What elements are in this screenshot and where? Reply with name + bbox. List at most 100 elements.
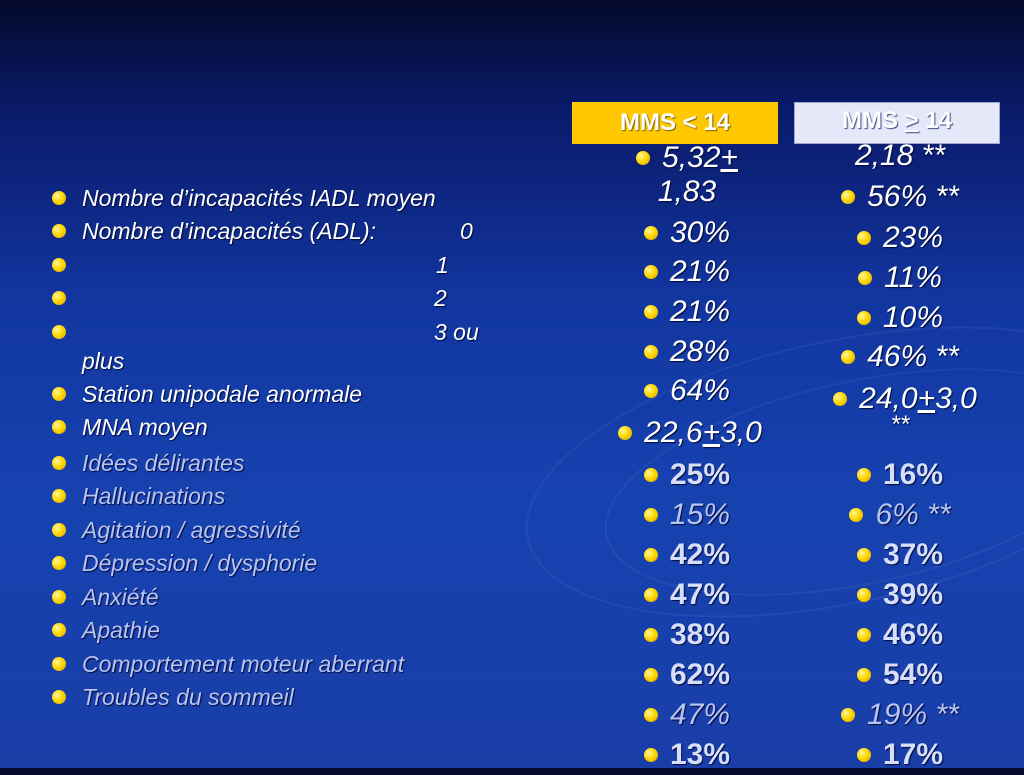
- row-label: Nombre d’incapacités IADL moyen: [82, 185, 436, 211]
- mms-high-adl3: 10%: [790, 298, 1010, 338]
- mms-high-mna-significance: **: [790, 409, 1010, 441]
- bullet-icon: [52, 489, 66, 503]
- value-text: 62%: [669, 658, 731, 691]
- bullet-icon: [52, 556, 66, 570]
- mms-high-header-pre: MMS: [841, 107, 898, 134]
- mms-high-delire: 16%: [790, 455, 1010, 495]
- bullet-icon: [52, 657, 66, 671]
- bullet-icon: [856, 628, 871, 642]
- row-sublabel: 0: [460, 218, 473, 244]
- bullet-icon: [841, 350, 856, 364]
- value-text: 46% **: [867, 340, 959, 373]
- value-text: 46%: [882, 618, 944, 651]
- bullet-icon: [52, 623, 66, 637]
- bullet-icon: [643, 668, 658, 682]
- mms-low-halluc: 15%: [572, 495, 802, 535]
- bullet-icon: [856, 468, 871, 482]
- bullet-icon: [52, 291, 66, 305]
- value-text: 56% **: [867, 180, 959, 213]
- value-text: 39%: [882, 578, 944, 611]
- bullet-icon: [52, 224, 66, 238]
- mms-low-moteur: 47%: [572, 695, 802, 735]
- row-label: Agitation / agressivité: [82, 517, 301, 543]
- value-text: 17%: [882, 738, 944, 771]
- mms-high-header-post: 14: [925, 107, 953, 134]
- plus-minus-sign: +: [720, 141, 738, 174]
- mms-high-adl2: 11%: [790, 258, 1010, 298]
- value-text: 25%: [669, 458, 731, 491]
- bullet-icon: [52, 690, 66, 704]
- mms-high-header: MMS > 14: [794, 102, 1000, 144]
- mms-low-adl2: 21%: [572, 292, 802, 332]
- bullet-icon: [643, 748, 658, 762]
- value-text: 21%: [669, 255, 731, 288]
- row-label: Troubles du sommeil: [82, 684, 294, 710]
- mms-high-apathie: 54%: [790, 655, 1010, 695]
- bullet-icon: [643, 384, 658, 398]
- value-text: 47%: [669, 578, 731, 611]
- value-text: 47%: [669, 698, 731, 731]
- mms-low-header: MMS < 14: [572, 102, 778, 144]
- mms-high-mna: 24,0 + 3,0: [800, 379, 1010, 419]
- mms-high-iadl: 2,18 **: [790, 136, 1010, 176]
- value-text: 3,0: [720, 416, 762, 449]
- value-text: 1,83: [657, 175, 717, 208]
- bullet-icon: [643, 226, 658, 240]
- mms-low-apathie: 62%: [572, 655, 802, 695]
- bullet-icon: [858, 271, 873, 285]
- mms-low-iadl: 5,32 +: [572, 138, 802, 178]
- bullet-icon: [643, 628, 658, 642]
- bullet-icon: [643, 508, 658, 522]
- value-text: 54%: [882, 658, 944, 691]
- mms-high-station: 46% **: [790, 337, 1010, 377]
- value-text: 24,0: [859, 382, 918, 415]
- value-text: 64%: [669, 374, 731, 407]
- mms-high-adl0: 56% **: [790, 177, 1010, 217]
- mms-high-header-sym: >: [904, 107, 919, 134]
- bullet-icon: [643, 468, 658, 482]
- mms-low-depr: 47%: [572, 575, 802, 615]
- value-text: 13%: [669, 738, 731, 771]
- bullet-icon: [52, 387, 66, 401]
- bullet-icon: [856, 588, 871, 602]
- bullet-icon: [856, 231, 871, 245]
- row-label: Station unipodale anormale: [82, 381, 363, 407]
- mms-low-header-pre: MMS: [619, 109, 676, 136]
- mms-low-station: 64%: [572, 371, 802, 411]
- value-text: 37%: [882, 538, 944, 571]
- value-text: 42%: [669, 538, 731, 571]
- mms-low-delire: 25%: [572, 455, 802, 495]
- row-label: Idées délirantes: [82, 450, 245, 476]
- row-label: Anxiété: [82, 584, 159, 610]
- value-text: 10%: [882, 301, 944, 334]
- value-text: 22,6: [644, 416, 703, 449]
- mms-high-moteur: 19% **: [790, 695, 1010, 735]
- bullet-icon: [856, 311, 871, 325]
- bullet-icon: [636, 151, 651, 165]
- mms-low-header-sym: <: [682, 109, 697, 136]
- bullet-icon: [52, 258, 66, 272]
- bullet-icon: [52, 325, 66, 339]
- mms-high-sommeil: 17%: [790, 735, 1010, 775]
- row-sublabel: 2: [434, 285, 447, 311]
- row-continuation: plus: [82, 348, 125, 374]
- bullet-icon: [643, 548, 658, 562]
- bullet-icon: [52, 191, 66, 205]
- bullet-icon: [856, 748, 871, 762]
- row-label: Hallucinations: [82, 483, 226, 509]
- bullet-icon: [856, 548, 871, 562]
- mms-low-anx: 38%: [572, 615, 802, 655]
- row-sublabel: 3 ou: [434, 319, 479, 345]
- bullet-icon: [618, 426, 633, 440]
- plus-minus-sign: +: [917, 382, 936, 415]
- bullet-icon: [643, 588, 658, 602]
- row-sublabel: 1: [436, 252, 449, 278]
- mms-high-halluc: 6% **: [790, 495, 1010, 535]
- row-label: Dépression / dysphorie: [82, 550, 318, 576]
- mms-low-sommeil: 13%: [572, 735, 802, 775]
- bullet-icon: [856, 668, 871, 682]
- value-text: 15%: [669, 498, 731, 531]
- value-text: 23%: [882, 221, 944, 254]
- bullet-icon: [643, 265, 658, 279]
- bullet-icon: [841, 190, 856, 204]
